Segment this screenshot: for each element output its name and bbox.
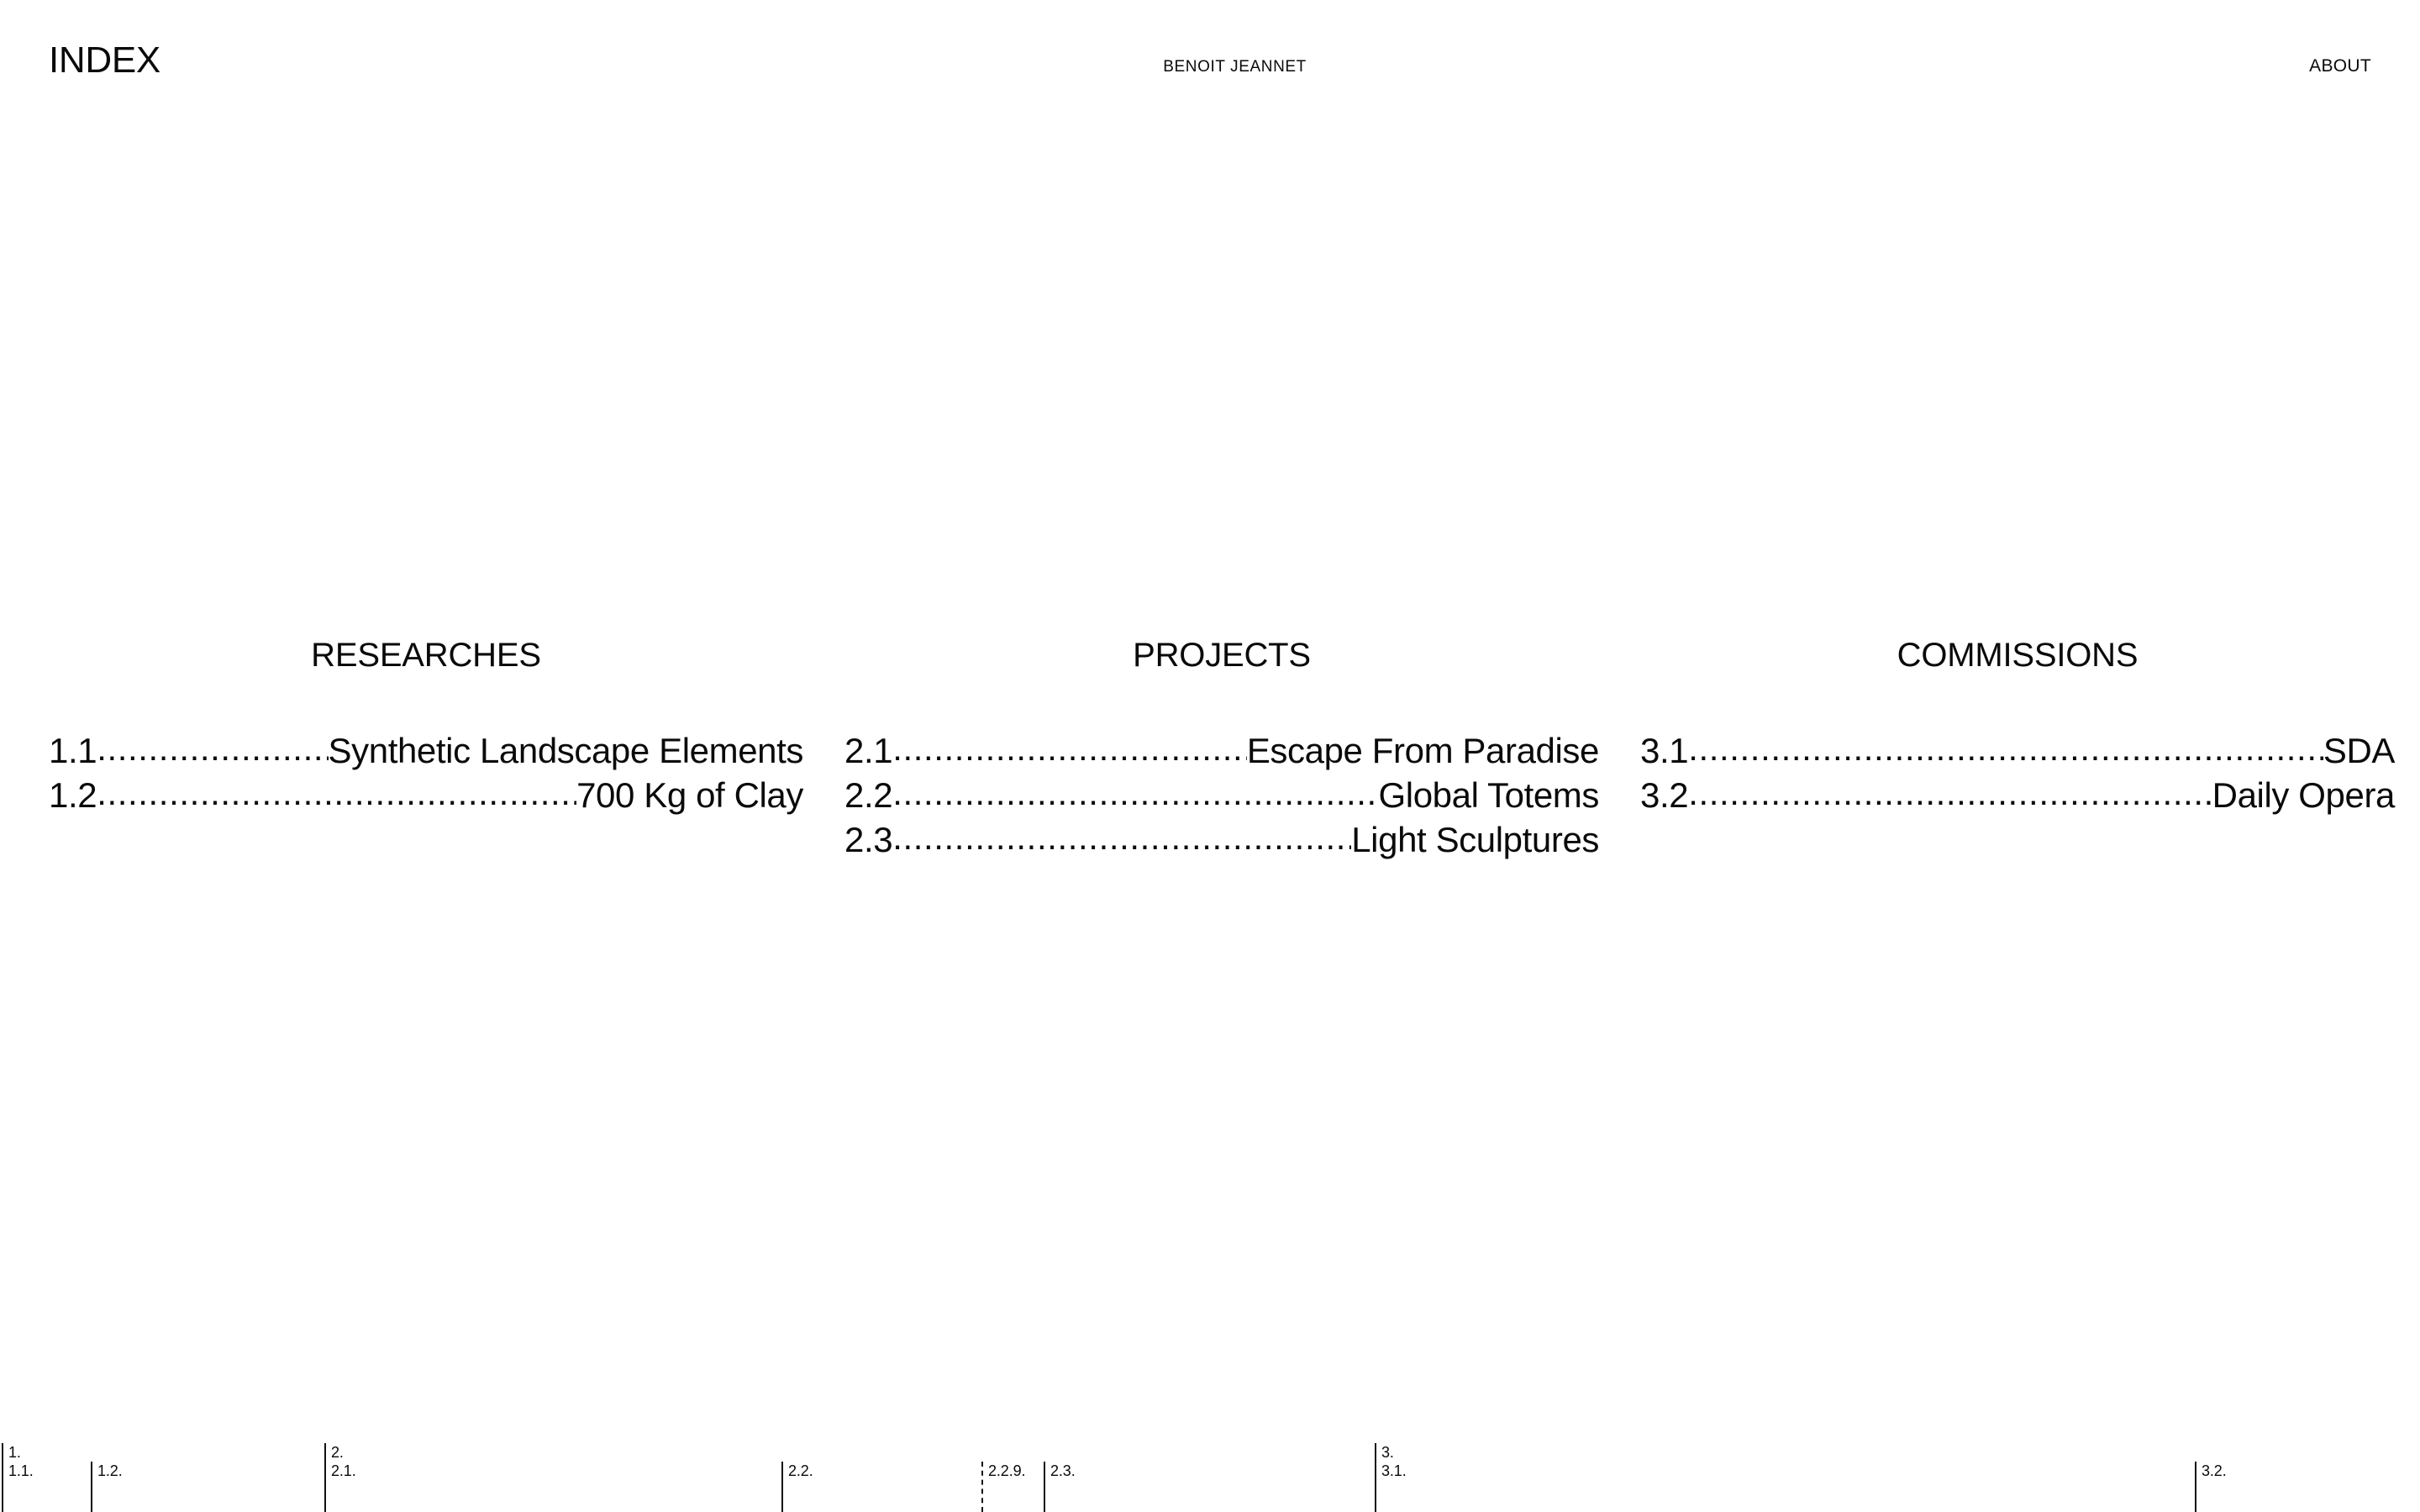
index-entry-number: 2.3 — [844, 820, 893, 859]
ruler-tick-line — [324, 1462, 326, 1512]
dot-leader — [1688, 772, 2212, 807]
column-heading: PROJECTS — [1133, 637, 1311, 674]
index-entry-title: Escape From Paradise — [1246, 731, 1600, 770]
site-header: INDEX BENOIT JEANNET ABOUT — [0, 0, 2420, 126]
ruler-tick-label: 3. — [1381, 1444, 1394, 1461]
ruler-tick-line — [1375, 1462, 1376, 1512]
dot-leader — [892, 816, 1351, 852]
index-entry-title: 700 Kg of Clay — [576, 775, 803, 815]
dot-leader — [892, 772, 1378, 807]
nav-index-link[interactable]: INDEX — [49, 39, 160, 81]
index-entry[interactable]: 1.1 Synthetic Landscape Elements — [49, 727, 803, 772]
ruler-tick-label: 1.1. — [8, 1462, 34, 1479]
index-entry-title: Daily Opera — [2212, 775, 2396, 815]
index-columns: RESEARCHES 1.1 Synthetic Landscape Element… — [49, 638, 2395, 861]
index-entry-number: 2.1 — [844, 731, 893, 770]
ruler-tick-line — [2, 1462, 3, 1512]
index-entry[interactable]: 3.2 Daily Opera — [1640, 772, 2395, 816]
dot-leader — [892, 727, 1247, 763]
dot-leader — [97, 772, 576, 807]
nav-about-link[interactable]: ABOUT — [2309, 56, 2371, 76]
ruler-tick-line — [1044, 1462, 1045, 1512]
ruler-tick-label: 2. — [331, 1444, 344, 1461]
index-column-commissions: COMMISSIONS 3.1 SDA 3.2 Daily Opera — [1640, 638, 2395, 816]
index-entry[interactable]: 2.2 Global Totems — [844, 772, 1599, 816]
ruler-tick-label: 2.2. — [788, 1462, 813, 1479]
ruler-tick-label: 1. — [8, 1444, 21, 1461]
ruler-tick-line — [781, 1462, 783, 1512]
ruler-tick-label: 3.1. — [1381, 1462, 1407, 1479]
index-entry-number: 3.2 — [1640, 775, 1689, 815]
dot-leader — [97, 727, 328, 763]
ruler-tick-label: 2.1. — [331, 1462, 356, 1479]
index-column-researches: RESEARCHES 1.1 Synthetic Landscape Element… — [49, 638, 803, 816]
column-heading: COMMISSIONS — [1897, 637, 2139, 674]
ruler-tick-line — [2195, 1462, 2196, 1512]
ruler-tick-label: 2.2.9. — [988, 1462, 1026, 1479]
index-entry-list: 1.1 Synthetic Landscape Elements 1.2 700 Kg… — [49, 727, 803, 816]
ruler-tick-label: 3.2. — [2202, 1462, 2227, 1479]
index-entry[interactable]: 3.1 SDA — [1640, 727, 2395, 772]
index-entry[interactable]: 1.2 700 Kg of Clay — [49, 772, 803, 816]
ruler-tick-label: 1.2. — [97, 1462, 123, 1479]
index-entry[interactable]: 2.1 Escape From Paradise — [844, 727, 1599, 772]
column-heading: RESEARCHES — [311, 637, 541, 674]
ruler-tick-line — [91, 1462, 92, 1512]
index-entry-title: SDA — [2323, 731, 2396, 770]
index-entry-title: Synthetic Landscape Elements — [328, 731, 804, 770]
ruler-tick-line — [981, 1462, 983, 1512]
index-entry[interactable]: 2.3 Light Sculptures — [844, 816, 1599, 861]
index-entry-title: Light Sculptures — [1351, 820, 1599, 859]
index-entry-title: Global Totems — [1378, 775, 1600, 815]
bottom-ruler: 1. 2. 3. 1.1. 1.2. 2.1. 2.2. 2.2.9. 2.3. 3.1. 3.2. — [0, 1443, 2420, 1512]
index-entry-number: 2.2 — [844, 775, 893, 815]
dot-leader — [1688, 727, 2323, 763]
ruler-tick-label: 2.3. — [1050, 1462, 1076, 1479]
index-entry-number: 1.2 — [49, 775, 97, 815]
index-entry-number: 1.1 — [49, 731, 97, 770]
site-title: BENOIT JEANNET — [1163, 58, 1307, 76]
index-entry-number: 3.1 — [1640, 731, 1689, 770]
index-column-projects: PROJECTS 2.1 Escape From Paradise 2.2 Global… — [844, 638, 1599, 861]
index-entry-list: 3.1 SDA 3.2 Daily Opera — [1640, 727, 2395, 816]
